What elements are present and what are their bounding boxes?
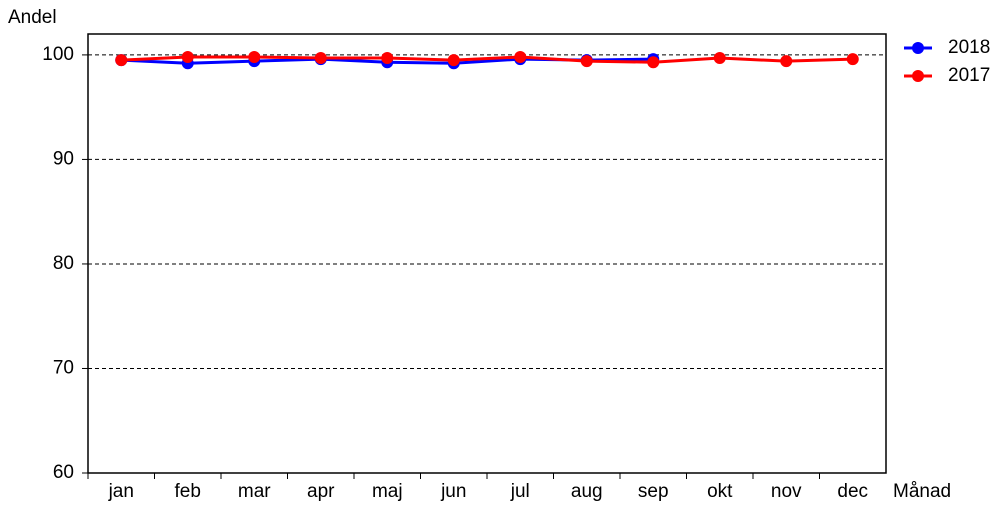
data-point <box>846 53 859 66</box>
x-tick-label: aug <box>571 481 603 502</box>
x-tick-label: mar <box>238 481 271 502</box>
y-tick-label: 90 <box>53 148 74 169</box>
data-point <box>713 52 726 65</box>
x-tick-label: jan <box>108 481 134 502</box>
legend-label: 2017 <box>948 65 990 86</box>
x-tick-label: dec <box>837 481 868 502</box>
series-line <box>121 55 853 64</box>
data-point <box>381 52 394 65</box>
legend-marker <box>912 70 924 82</box>
x-tick-label: maj <box>372 481 403 502</box>
data-point <box>181 50 194 63</box>
data-point <box>580 55 593 68</box>
data-point <box>780 55 793 68</box>
x-tick-label: jun <box>440 481 466 502</box>
legend-label: 2018 <box>948 37 990 58</box>
y-tick-label: 60 <box>53 462 74 483</box>
x-tick-label: feb <box>175 481 201 502</box>
x-tick-label: apr <box>307 481 335 502</box>
y-tick-label: 70 <box>53 357 74 378</box>
data-point <box>314 52 327 65</box>
data-point <box>248 50 261 63</box>
legend-marker <box>912 42 924 54</box>
x-tick-label: jul <box>510 481 530 502</box>
data-point <box>115 54 128 67</box>
x-tick-label: okt <box>707 481 733 502</box>
x-tick-label: nov <box>771 481 802 502</box>
y-axis-label: Andel <box>8 7 57 28</box>
y-tick-label: 100 <box>42 44 74 65</box>
plot-frame <box>87 33 887 474</box>
y-tick-label: 80 <box>53 253 74 274</box>
data-point <box>447 54 460 67</box>
x-axis-label: Månad <box>893 481 951 502</box>
x-tick-label: sep <box>638 481 669 502</box>
data-point <box>514 50 527 63</box>
data-point <box>647 56 660 69</box>
